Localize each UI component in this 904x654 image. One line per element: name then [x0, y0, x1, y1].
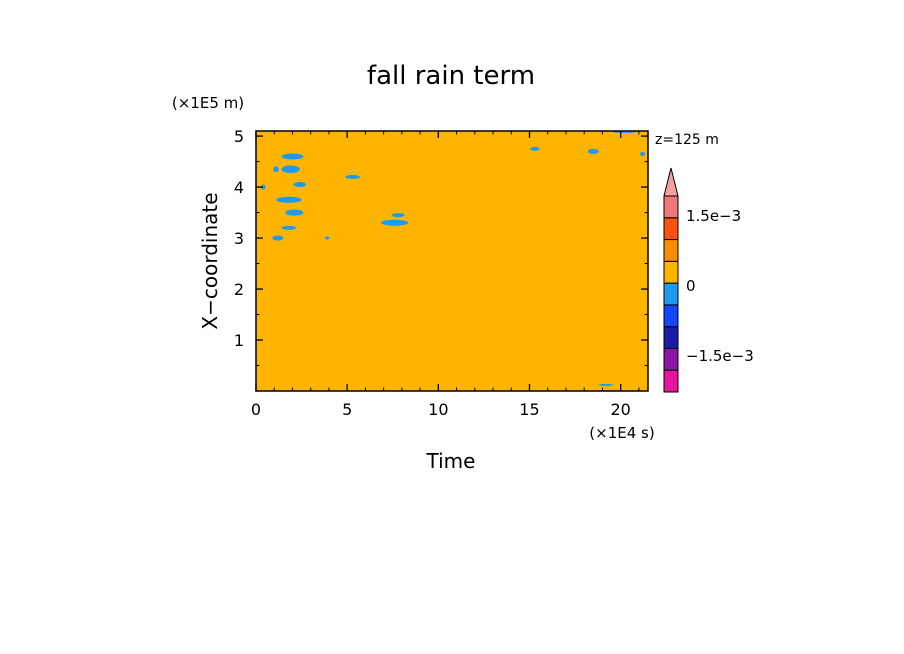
colorbar-label-2: −1.5e−3: [686, 347, 754, 365]
chart-title: fall rain term: [367, 61, 535, 91]
y-tick-label-1: 2: [234, 280, 244, 299]
x-tick-label-1: 5: [342, 400, 352, 419]
y-tick-label-3: 4: [234, 178, 244, 197]
colorbar-label-0: 1.5e−3: [686, 207, 741, 225]
negative-value-patch-13: [391, 213, 405, 218]
negative-value-patch-2: [281, 165, 300, 174]
plot-area: 0 5 10 15 20 1 2 3 4 5: [234, 127, 649, 419]
y-tick-label-2: 3: [234, 229, 244, 248]
colorbar-swatch-2: [663, 326, 679, 349]
negative-value-patch-7: [285, 209, 304, 216]
x-tick-label-3: 15: [519, 400, 539, 419]
negative-value-patch-18: [598, 383, 614, 386]
negative-value-patch-1: [281, 153, 304, 160]
annotation-z-level: z=125 m: [655, 132, 719, 148]
plot-frame: [255, 130, 649, 392]
colorbar-swatch-7: [663, 217, 679, 241]
colorbar-overflow-arrow: [663, 167, 679, 197]
y-axis-unit: (×1E5 m): [172, 94, 244, 112]
negative-value-patch-10: [324, 236, 330, 240]
x-axis-unit: (×1E4 s): [589, 424, 654, 442]
x-tick-label-2: 10: [428, 400, 448, 419]
x-tick-label-0: 0: [251, 400, 261, 419]
negative-value-patch-3: [293, 181, 307, 188]
colorbar-swatch-8: [663, 195, 679, 219]
negative-value-patch-9: [272, 235, 284, 241]
colorbar-label-1: 0: [686, 277, 696, 295]
colorbar-swatch-3: [663, 304, 679, 328]
negative-value-patch-5: [261, 184, 266, 190]
y-axis-label: X−coordinate: [198, 192, 222, 329]
y-tick-label-0: 1: [234, 331, 244, 350]
x-axis: 0 5 10 15 20: [251, 131, 640, 419]
colorbar-swatch-4: [663, 282, 679, 306]
colorbar-swatch-0: [663, 369, 679, 393]
x-axis-label: Time: [426, 449, 476, 473]
colorbar-swatch-5: [663, 260, 679, 284]
patch-layer: [261, 131, 646, 386]
negative-value-patch-8: [281, 225, 297, 230]
y-tick-label-4: 5: [234, 127, 244, 146]
colorbar-swatch-6: [663, 239, 679, 262]
field-background: [256, 131, 648, 391]
negative-value-patch-11: [345, 174, 360, 179]
negative-value-patch-6: [276, 196, 302, 203]
colorbar: 1.5e−3 0 −1.5e−3: [663, 167, 754, 393]
negative-value-patch-14: [530, 146, 540, 151]
x-tick-label-4: 20: [610, 400, 630, 419]
colorbar-swatch-1: [663, 347, 679, 371]
negative-value-patch-12: [380, 219, 409, 226]
negative-value-patch-15: [587, 148, 599, 154]
negative-value-patch-4: [273, 166, 279, 173]
negative-value-patch-17: [639, 151, 646, 156]
y-axis: 1 2 3 4 5: [234, 127, 648, 367]
